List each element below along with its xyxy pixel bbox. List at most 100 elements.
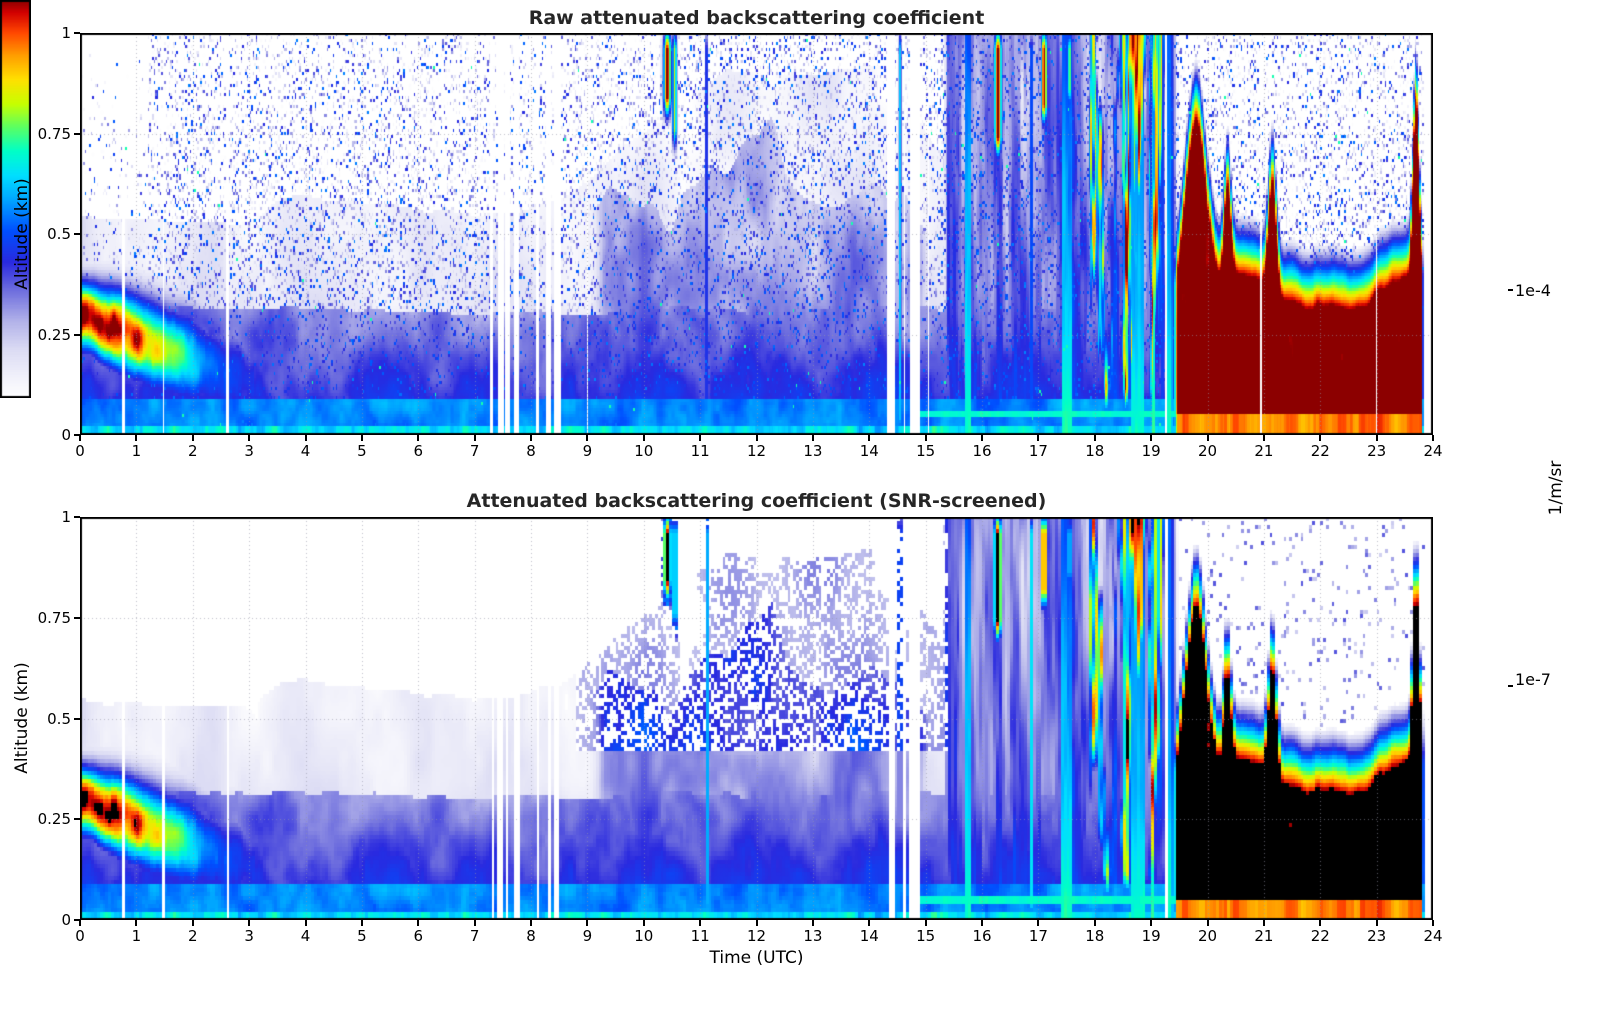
x-tick	[248, 435, 251, 441]
x-tick-label: 17	[1028, 927, 1048, 945]
x-tick-label: 5	[357, 442, 367, 460]
colorbar-unit-label: 1/m/sr	[1546, 460, 1566, 516]
x-tick-label: 5	[357, 927, 367, 945]
x-tick-label: 22	[1310, 442, 1330, 460]
x-tick	[79, 435, 81, 441]
x-tick-label: 9	[582, 927, 593, 945]
x-tick	[473, 920, 476, 926]
y-tick-label: 0.75	[37, 124, 71, 143]
x-tick-label: 16	[972, 927, 992, 945]
x-tick	[304, 435, 307, 441]
x-tick	[360, 435, 363, 441]
y-tick	[74, 333, 80, 336]
y-tick-label: 0	[61, 911, 71, 929]
x-tick-label: 20	[1197, 442, 1218, 460]
x-tick	[1037, 435, 1040, 441]
x-tick	[586, 920, 589, 926]
x-tick	[811, 920, 814, 926]
x-tick	[811, 435, 814, 441]
x-tick	[642, 920, 645, 926]
x-tick	[1262, 435, 1265, 441]
colorbar-min-tick	[1508, 685, 1513, 687]
x-tick	[530, 920, 532, 926]
x-tick	[924, 435, 927, 441]
x-tick	[642, 435, 645, 441]
x-tick-label: 2	[187, 927, 198, 945]
x-tick-label: 21	[1254, 442, 1274, 460]
x-tick-label: 0	[75, 927, 85, 945]
x-tick	[135, 920, 138, 926]
x-tick-label: 6	[413, 927, 424, 945]
y-tick-label: 1	[61, 24, 71, 42]
x-tick-label: 2	[187, 442, 198, 460]
x-tick-label: 13	[803, 927, 823, 945]
x-tick-label: 19	[1141, 927, 1161, 945]
x-tick	[304, 920, 307, 926]
y-tick-label: 0.25	[37, 325, 71, 344]
x-tick	[586, 435, 589, 441]
x-tick-label: 12	[746, 927, 767, 945]
x-tick	[868, 435, 871, 441]
y-tick	[74, 717, 80, 720]
x-tick	[1432, 435, 1434, 441]
x-tick-label: 24	[1423, 927, 1443, 945]
x-tick-label: 12	[746, 442, 767, 460]
y-tick	[74, 32, 80, 34]
x-tick	[473, 435, 476, 441]
y-tick-label: 0	[61, 426, 71, 444]
x-tick-label: 16	[972, 442, 992, 460]
x-tick-label: 18	[1085, 927, 1105, 945]
x-tick-label: 17	[1028, 442, 1048, 460]
x-tick	[530, 435, 532, 441]
x-tick-label: 3	[244, 927, 254, 945]
x-tick	[135, 435, 138, 441]
x-tick	[755, 920, 758, 926]
x-tick	[981, 920, 983, 926]
x-tick-label: 7	[469, 927, 480, 945]
x-tick	[191, 435, 194, 441]
x-tick-label: 10	[634, 927, 654, 945]
x-tick-label: 23	[1367, 927, 1387, 945]
x-tick	[1262, 920, 1265, 926]
x-tick-label: 4	[300, 927, 311, 945]
x-tick	[417, 435, 420, 441]
x-tick-label: 14	[859, 442, 879, 460]
x-tick	[1037, 920, 1040, 926]
x-tick-label: 15	[916, 927, 936, 945]
x-tick-label: 15	[916, 442, 936, 460]
y-tick-label: 0.25	[37, 810, 71, 829]
x-tick	[1093, 435, 1096, 441]
colorbar-min-label: 1e-7	[1515, 670, 1551, 689]
x-tick	[1206, 435, 1209, 441]
y-tick	[74, 616, 80, 619]
x-tick	[699, 920, 702, 926]
x-tick-label: 1	[131, 442, 142, 460]
x-tick	[1093, 920, 1096, 926]
y-tick	[74, 132, 80, 135]
x-tick-label: 18	[1085, 442, 1105, 460]
y-tick	[74, 434, 80, 436]
colorbar-max-label: 1e-4	[1515, 281, 1551, 300]
x-tick	[1319, 435, 1322, 441]
panel-raw-title: Raw attenuated backscattering coefficien…	[528, 7, 985, 29]
x-tick	[1319, 920, 1322, 926]
x-tick-label: 11	[690, 442, 710, 460]
heatmap-screened	[80, 517, 1433, 920]
x-tick	[191, 920, 194, 926]
x-tick-label: 20	[1197, 927, 1218, 945]
x-tick	[699, 435, 702, 441]
x-tick	[1375, 435, 1378, 441]
x-tick-label: 1	[131, 927, 142, 945]
x-tick	[1150, 920, 1153, 926]
x-tick-label: 7	[469, 442, 480, 460]
x-tick-label: 4	[300, 442, 311, 460]
x-tick-label: 8	[526, 442, 536, 460]
x-tick-label: 11	[690, 927, 710, 945]
y-tick	[74, 233, 80, 235]
x-tick-label: 8	[526, 927, 536, 945]
x-tick	[1150, 435, 1153, 441]
y-tick	[74, 818, 80, 821]
panel-screened-title: Attenuated backscattering coefficient (S…	[466, 490, 1047, 512]
colorbar	[0, 0, 31, 398]
